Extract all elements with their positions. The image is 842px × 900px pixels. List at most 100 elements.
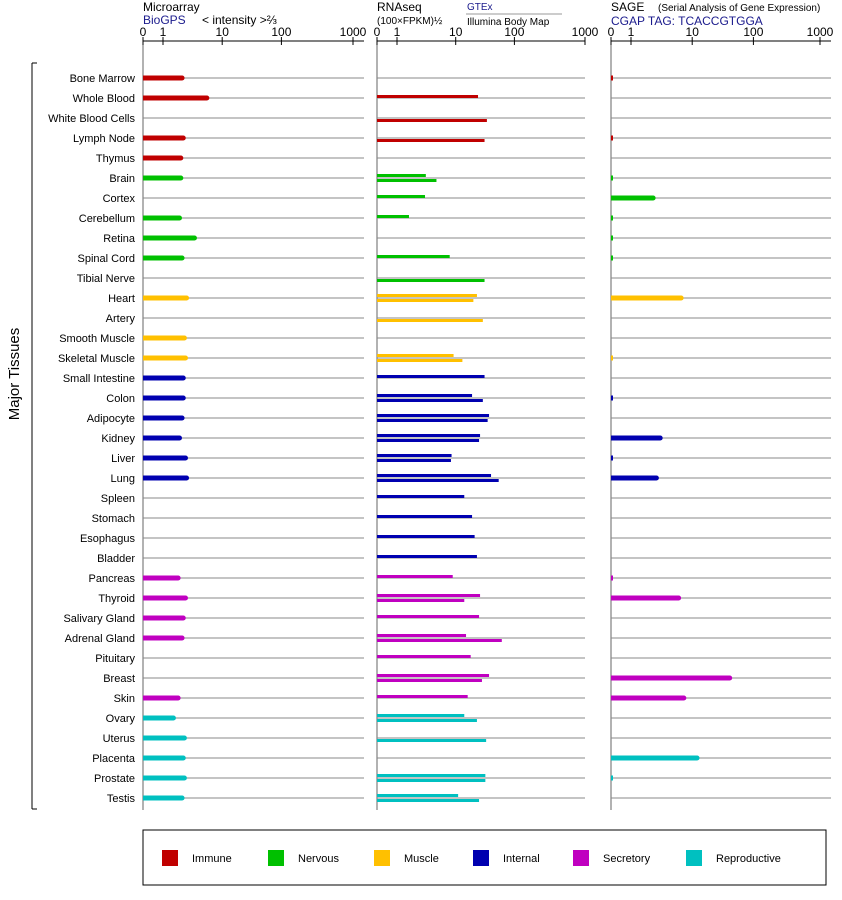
microarray-bar: [143, 335, 185, 341]
sage-bar: [611, 355, 613, 361]
microarray-bar-cap: [184, 475, 190, 481]
sage-bar-cap: [650, 195, 656, 201]
legend-label: Nervous: [298, 853, 339, 865]
microarray-bar: [143, 455, 186, 461]
microarray-bar-cap: [177, 215, 183, 221]
rnaseq-bar: [377, 354, 454, 357]
microarray-bar-cap: [178, 155, 184, 161]
microarray-bar-cap: [180, 135, 186, 141]
tissue-label: White Blood Cells: [48, 113, 135, 125]
rnaseq-bar: [377, 555, 477, 558]
tissue-label: Pituitary: [95, 653, 135, 665]
sage-bar-cap: [681, 695, 687, 701]
microarray-bar: [143, 615, 184, 621]
tissue-label: Uterus: [103, 733, 136, 745]
legend-swatch: [268, 850, 284, 866]
rnaseq-bar: [377, 739, 487, 742]
cgap-tag-link[interactable]: CGAP TAG: TCACCGTGGA: [611, 14, 763, 28]
sage-bar: [611, 675, 730, 681]
rnaseq-bar: [377, 479, 499, 482]
grid-layer: [143, 77, 831, 799]
sage-bar: [611, 475, 657, 481]
tissue-label: Kidney: [101, 433, 135, 445]
rnaseq-bar: [377, 495, 465, 498]
sage-bar: [611, 575, 613, 581]
tissue-label: Lung: [111, 473, 135, 485]
microarray-bar-cap: [179, 635, 185, 641]
sage-bar: [611, 135, 613, 141]
legend-item-nervous: Nervous: [268, 850, 339, 866]
sage-bar: [611, 295, 682, 301]
microarray-bar: [143, 575, 179, 581]
microarray-header: Microarray BioGPS < intensity >⅔: [143, 0, 277, 27]
microarray-bar-cap: [175, 695, 181, 701]
microarray-bar: [143, 595, 186, 601]
rnaseq-bar: [377, 139, 485, 142]
microarray-bar: [143, 295, 187, 301]
tissue-label: Small Intestine: [63, 373, 135, 385]
rnaseq-bar: [377, 394, 473, 397]
tissue-label: Pancreas: [89, 573, 136, 585]
tissue-label: Smooth Muscle: [59, 333, 135, 345]
rnaseq-header: RNAseq (100×FPKM)½ GTEx Illumina Body Ma…: [377, 0, 562, 28]
sage-header: SAGE (Serial Analysis of Gene Expression…: [611, 0, 820, 28]
sage-tick-label: 0: [608, 25, 615, 39]
tissue-label: Salivary Gland: [63, 613, 135, 625]
sage-bar: [611, 75, 613, 81]
microarray-bar: [143, 415, 183, 421]
rnaseq-bar: [377, 695, 468, 698]
legend-item-secretory: Secretory: [573, 850, 651, 866]
microarray-bar-cap: [179, 415, 185, 421]
rnaseq-bar: [377, 454, 452, 457]
microarray-unit: < intensity >⅔: [202, 13, 277, 27]
microarray-bar: [143, 215, 180, 221]
rnaseq-bar: [377, 719, 477, 722]
tissue-label: Tibial Nerve: [77, 273, 135, 285]
side-label: Major Tissues: [6, 328, 23, 421]
rnaseq-bar: [377, 375, 485, 378]
tissue-label: Lymph Node: [73, 133, 135, 145]
rnaseq-tick-label: 10: [449, 25, 463, 39]
rnaseq-bar: [377, 794, 459, 797]
sage-bar: [611, 695, 684, 701]
legend-box: [142, 829, 827, 886]
microarray-bar: [143, 735, 185, 741]
microarray-bar-cap: [180, 615, 186, 621]
microarray-bar-cap: [179, 795, 185, 801]
axes-layer: 0 1 10 100 1000 0 1 10 100 1000 0 1 10 100 1000: [140, 25, 834, 810]
rnaseq-bar: [377, 294, 477, 297]
microarray-bar-cap: [183, 355, 189, 361]
legend: Immune Nervous Muscle Internal Secretory Repr…: [162, 850, 781, 866]
sage-bar: [611, 455, 613, 461]
rnaseq-bar: [377, 95, 479, 98]
legend-label: Immune: [192, 853, 232, 865]
illumina-label: Illumina Body Map: [467, 17, 550, 28]
microarray-tick-label: 1000: [340, 25, 367, 39]
legend-item-muscle: Muscle: [374, 850, 439, 866]
sage-bar: [611, 175, 613, 181]
microarray-bar: [143, 395, 184, 401]
biogps-link[interactable]: BioGPS: [143, 13, 186, 27]
legend-swatch: [162, 850, 178, 866]
rnaseq-bar: [377, 799, 480, 802]
tissue-label: Skin: [114, 693, 135, 705]
rnaseq-bar: [377, 399, 483, 402]
tissue-label: Artery: [106, 313, 136, 325]
legend-swatch: [473, 850, 489, 866]
microarray-bar: [143, 95, 207, 101]
microarray-bar-cap: [175, 575, 181, 581]
microarray-bar: [143, 435, 180, 441]
microarray-title: Microarray: [143, 0, 200, 14]
microarray-bar-cap: [179, 75, 185, 81]
microarray-bar-cap: [181, 335, 187, 341]
legend-label: Reproductive: [716, 853, 781, 865]
sage-bar-cap: [676, 595, 682, 601]
microarray-tick-label: 1: [160, 25, 167, 39]
legend-label: Muscle: [404, 853, 439, 865]
tissue-label: Cortex: [103, 193, 136, 205]
tissue-label: Colon: [106, 393, 135, 405]
gtex-link[interactable]: GTEx: [467, 2, 493, 13]
sage-title: SAGE: [611, 0, 644, 14]
microarray-bar: [143, 175, 181, 181]
